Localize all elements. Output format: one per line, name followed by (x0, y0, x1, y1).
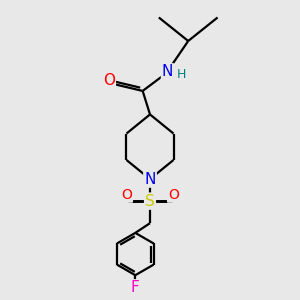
Text: N: N (162, 64, 173, 79)
Text: O: O (103, 73, 115, 88)
Text: F: F (131, 280, 140, 295)
Text: O: O (168, 188, 179, 202)
Text: S: S (145, 194, 155, 208)
Text: H: H (177, 68, 186, 81)
Text: O: O (121, 188, 132, 202)
Text: N: N (144, 172, 156, 187)
